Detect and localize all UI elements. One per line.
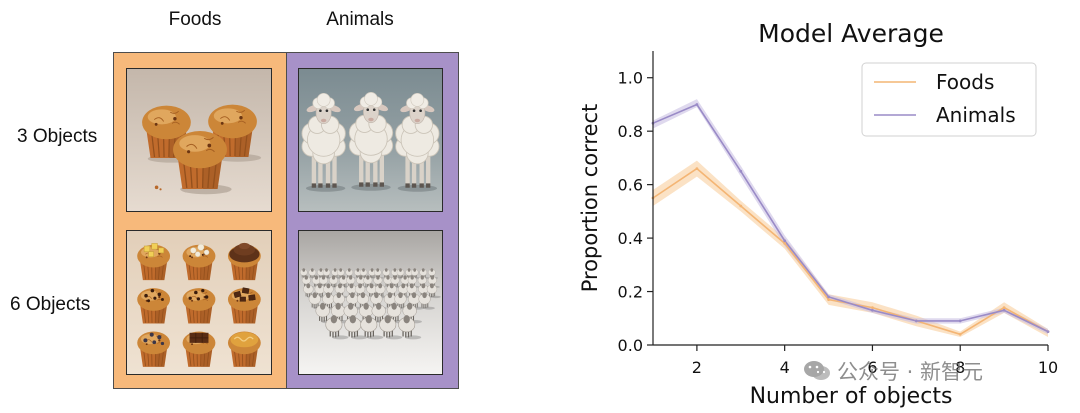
muffin (227, 331, 262, 368)
watermark: 公众号 · 新智元 (803, 356, 983, 386)
y-tick-label: 0.6 (618, 176, 643, 195)
y-tick-label: 1.0 (618, 69, 643, 88)
x-tick-label: 6 (867, 358, 877, 377)
data-point-foods (783, 242, 787, 245)
data-point-animals (695, 103, 699, 106)
legend: Foods Animals (861, 62, 1037, 137)
series-line-animals (652, 103, 1049, 333)
x-axis-label: Number of objects (750, 384, 953, 409)
data-point-foods (827, 298, 830, 301)
muffin (136, 287, 171, 324)
y-axis-label: Proportion correct (578, 104, 602, 293)
data-point-animals (958, 319, 962, 323)
y-tick-label: 0.2 (618, 283, 643, 302)
row-label-3-objects: 3 Objects (17, 126, 98, 147)
muffin (227, 287, 262, 324)
wechat-icon (804, 361, 830, 380)
x-tick-label: 8 (955, 358, 965, 377)
column-header-foods: Foods (168, 9, 222, 30)
data-point-animals (739, 169, 743, 173)
x-tick-label: 10 (1038, 358, 1058, 377)
x-tick-label: 4 (780, 358, 790, 377)
sheep-flock-drawing (299, 231, 442, 374)
watermark-text: 公众号 · 新智元 (837, 360, 984, 384)
muffin (182, 243, 216, 281)
data-point-foods (1002, 306, 1006, 309)
y-tick-label: 0.4 (618, 229, 643, 248)
three-muffins-photo (126, 68, 272, 212)
muffin-grid-photo (126, 230, 272, 375)
muffin (182, 331, 216, 368)
data-point-animals (783, 239, 787, 243)
muffin (136, 331, 171, 368)
data-point-foods (695, 167, 699, 171)
three-sheep-photo (298, 68, 443, 212)
axis-ticks: 2 4 6 8 10 0.0 0.2 0.4 0.6 0.8 1.0 (618, 69, 1059, 377)
muffin (136, 243, 171, 281)
data-point-animals (1002, 308, 1006, 312)
y-tick-label: 0.0 (618, 336, 643, 355)
column-header-animals: Animals (326, 9, 394, 30)
data-point-animals (871, 308, 874, 312)
muffin (227, 242, 262, 281)
series-lines (652, 103, 1049, 336)
confidence-band-foods (653, 160, 1048, 337)
sheep-flock-photo (298, 230, 443, 375)
legend-label-foods: Foods (936, 70, 994, 94)
model-average-line-chart: Model Average 2 4 6 8 10 0.0 0.2 0.4 0.6 0.8 1.0 P… (578, 19, 1059, 409)
data-point-foods (958, 332, 962, 336)
series-points (651, 103, 1050, 336)
muffin (182, 287, 216, 324)
row-label-6-objects: 6 Objects (10, 294, 91, 315)
three-muffins-drawing (127, 69, 271, 211)
muffin (172, 130, 228, 190)
chart-title: Model Average (758, 19, 944, 48)
data-point-foods (871, 306, 874, 309)
muffin-grid-drawing (127, 231, 271, 374)
data-point-animals (827, 295, 830, 299)
series-line-foods (652, 167, 1049, 336)
data-point-animals (914, 319, 918, 323)
three-sheep-drawing (299, 69, 442, 211)
x-tick-label: 2 (692, 358, 702, 377)
data-point-animals (1046, 330, 1050, 333)
data-point-foods (739, 204, 743, 208)
legend-label-animals: Animals (936, 103, 1016, 127)
y-tick-label: 0.8 (618, 122, 643, 141)
